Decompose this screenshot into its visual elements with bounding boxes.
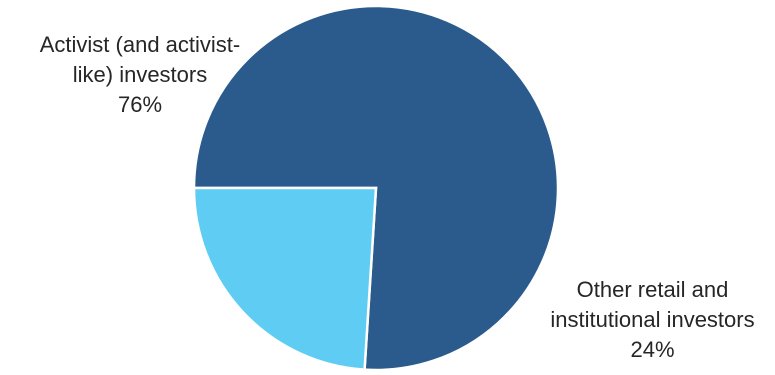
slice-label-other: Other retail and institutional investors…	[530, 275, 775, 365]
slice-label-other-percent: 24%	[630, 337, 675, 362]
slice-label-other-line1: Other retail and	[576, 277, 729, 302]
slice-label-activist: Activist (and activist- like) investors …	[0, 30, 280, 120]
pie-slice-activist	[192, 4, 560, 372]
slice-label-other-line2: institutional investors	[550, 307, 755, 332]
slice-label-activist-line1: Activist (and activist-	[39, 32, 241, 57]
slice-label-activist-line2: like) investors	[72, 62, 208, 87]
slice-label-activist-percent: 76%	[117, 92, 163, 117]
pie-slice-other	[192, 186, 378, 371]
